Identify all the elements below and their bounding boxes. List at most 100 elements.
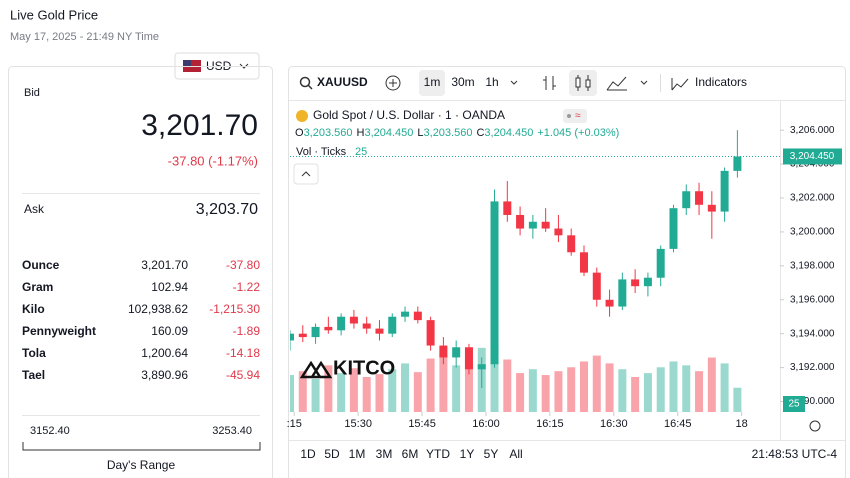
range-button[interactable]: 3M bbox=[376, 447, 393, 461]
bars-icon[interactable] bbox=[543, 76, 556, 90]
bid-price: 3,201.70 bbox=[141, 109, 258, 142]
candle-body bbox=[516, 214, 525, 229]
volume-bar bbox=[464, 355, 473, 412]
candle-body bbox=[388, 316, 397, 334]
volume-legend: Vol · Ticks bbox=[296, 146, 347, 158]
candle-body bbox=[452, 347, 461, 358]
volume-bar bbox=[656, 367, 665, 412]
price-panel bbox=[8, 66, 273, 478]
range-button[interactable]: All bbox=[509, 447, 522, 461]
volume-bar bbox=[580, 361, 588, 412]
volume-current: 25 bbox=[355, 146, 367, 158]
volume-bar bbox=[388, 369, 397, 412]
volume-bar bbox=[290, 375, 294, 412]
status-icon: ≈ bbox=[575, 111, 581, 122]
unit-price: 3,201.70 bbox=[141, 258, 188, 272]
candle-body bbox=[605, 299, 614, 307]
candle-body bbox=[631, 279, 640, 287]
legend-title: Gold Spot / U.S. Dollar · 1 · OANDA bbox=[313, 108, 505, 122]
candle-body bbox=[528, 221, 537, 229]
chevron[interactable] bbox=[510, 80, 518, 85]
area-icon[interactable] bbox=[606, 76, 627, 91]
x-tick-label: 16:15 bbox=[536, 418, 564, 430]
range-button[interactable]: 1Y bbox=[460, 447, 475, 461]
search-icon[interactable] bbox=[299, 76, 311, 88]
volume-bar bbox=[707, 357, 716, 412]
range-high: 3253.40 bbox=[212, 425, 252, 437]
y-tick-label: 3,196.000 bbox=[790, 294, 835, 305]
candle-body bbox=[733, 156, 742, 171]
candle-body bbox=[592, 272, 601, 300]
indicators-button[interactable]: Indicators bbox=[695, 75, 747, 89]
unit-change: -14.18 bbox=[226, 346, 260, 360]
y-tick-label: 3,200.000 bbox=[790, 227, 835, 238]
volume-bar bbox=[439, 353, 448, 412]
search-icon bbox=[307, 84, 313, 90]
range-button[interactable]: YTD bbox=[426, 447, 450, 461]
page-subtitle: May 17, 2025 - 21:49 NY Time bbox=[10, 31, 159, 43]
collapse-button[interactable] bbox=[293, 163, 319, 185]
range-low: 3152.40 bbox=[30, 425, 70, 437]
interval[interactable]: 30m bbox=[451, 75, 474, 89]
ohlc-legend: O3,203.560 H3,204.450 L3,203.560 C3,204.450… bbox=[295, 127, 619, 139]
ohlc-key: C bbox=[476, 127, 484, 139]
chevron bbox=[301, 171, 311, 177]
volume-bar bbox=[541, 375, 550, 412]
volume-bar bbox=[426, 358, 435, 412]
candle-body bbox=[439, 345, 448, 358]
candle-body bbox=[567, 235, 576, 253]
y-tick-label: 3,190.000 bbox=[790, 396, 835, 407]
unit-change: -1,215.30 bbox=[209, 302, 260, 316]
page-title: Live Gold Price bbox=[10, 7, 98, 22]
candle-body bbox=[682, 191, 691, 209]
candle-body bbox=[656, 248, 665, 278]
range-button[interactable]: 5Y bbox=[484, 447, 499, 461]
candle-body bbox=[477, 364, 486, 370]
metal-unit: Gram bbox=[22, 280, 53, 294]
volume-bar bbox=[349, 368, 358, 412]
candle-icon bbox=[585, 79, 591, 88]
candle-body bbox=[413, 311, 422, 321]
volume-bar bbox=[413, 372, 422, 412]
indicators-icon[interactable] bbox=[671, 78, 689, 91]
chevron bbox=[239, 63, 249, 69]
ohlc-value: 3,204.450 bbox=[364, 127, 413, 139]
ask-price: 3,203.70 bbox=[196, 201, 258, 218]
range-button[interactable]: 5D bbox=[324, 447, 340, 461]
ask-label: Ask bbox=[24, 202, 45, 216]
unit-price: 102.94 bbox=[151, 280, 188, 294]
x-tick-label: 15:30 bbox=[344, 418, 372, 430]
active-interval bbox=[419, 70, 445, 96]
volume-bar bbox=[643, 373, 652, 412]
volume-bar bbox=[695, 371, 704, 412]
range-button[interactable]: 1M bbox=[349, 447, 366, 461]
volume-bar bbox=[503, 359, 512, 412]
add-symbol[interactable] bbox=[385, 75, 401, 91]
interval[interactable]: 1h bbox=[485, 75, 498, 89]
volume-box bbox=[783, 396, 805, 412]
symbol-logo bbox=[296, 110, 308, 122]
chevron[interactable] bbox=[640, 80, 648, 85]
range-button[interactable]: 1D bbox=[300, 447, 316, 461]
chart-panel bbox=[288, 66, 846, 478]
settings-icon[interactable] bbox=[809, 420, 821, 432]
x-tick-label: 15:45 bbox=[408, 418, 436, 430]
status-badge bbox=[563, 109, 587, 123]
range-button[interactable]: 6M bbox=[402, 447, 419, 461]
volume-bar bbox=[452, 365, 461, 412]
volume-bar bbox=[592, 355, 601, 412]
candle-body bbox=[554, 228, 563, 236]
volume-bar bbox=[362, 377, 371, 412]
candle-body bbox=[324, 326, 333, 331]
candle-body bbox=[695, 191, 704, 205]
candle-body bbox=[464, 347, 473, 370]
interval[interactable]: 1m bbox=[424, 75, 441, 89]
x-tick-label: 18 bbox=[736, 418, 748, 430]
metal-unit: Ounce bbox=[22, 258, 60, 272]
unit-price: 102,938.62 bbox=[128, 302, 188, 316]
symbol[interactable]: XAUUSD bbox=[317, 75, 368, 89]
candle-body bbox=[401, 311, 410, 317]
y-tick-label: 3,206.000 bbox=[790, 125, 835, 136]
active-style bbox=[569, 70, 597, 96]
